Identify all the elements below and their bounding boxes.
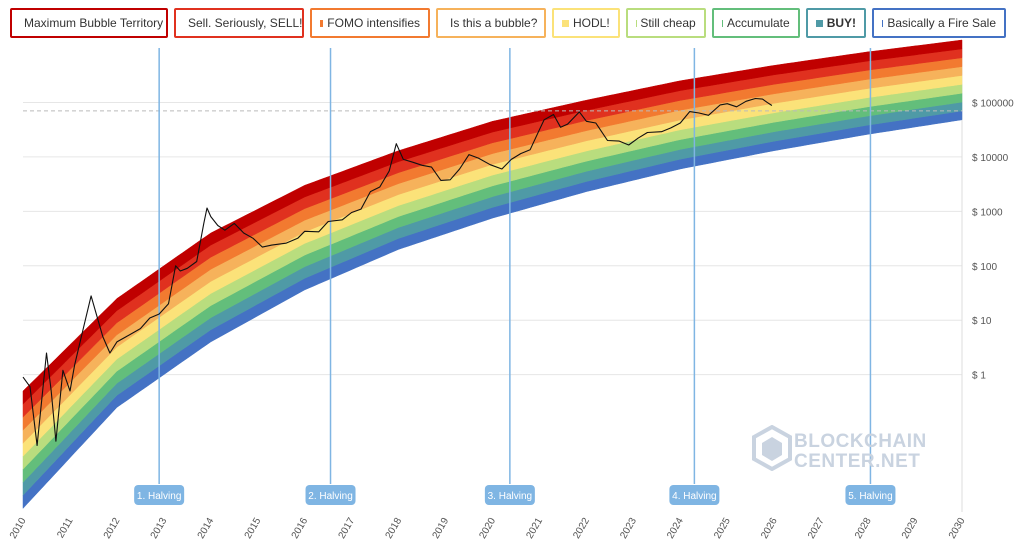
legend-label: HODL! [573, 16, 610, 30]
blockchain-center-logo-icon [752, 424, 792, 472]
watermark-line2: CENTER.NET [794, 451, 921, 472]
x-tick-label: 2011 [55, 516, 75, 541]
halving-label: 2. Halving [308, 491, 352, 502]
legend-label: Maximum Bubble Territory [24, 16, 164, 30]
legend-label: Is this a bubble? [450, 16, 538, 30]
legend-label: Accumulate [726, 16, 790, 30]
legend-item[interactable]: HODL! [552, 8, 620, 38]
x-tick-label: 2026 [759, 516, 780, 541]
legend-item[interactable]: Sell. Seriously, SELL! [174, 8, 304, 38]
legend-item[interactable]: Is this a bubble? [436, 8, 546, 38]
x-tick-label: 2018 [384, 516, 405, 541]
legend-label: Sell. Seriously, SELL! [188, 16, 303, 30]
legend-label: FOMO intensifies [327, 16, 420, 30]
x-tick-label: 2019 [431, 516, 452, 541]
legend-item[interactable]: Maximum Bubble Territory [10, 8, 168, 38]
x-tick-label: 2027 [806, 516, 827, 541]
halving-label-box [134, 485, 185, 505]
legend-label: Still cheap [640, 16, 696, 30]
halving-label-box [305, 485, 356, 505]
halving-label: 4. Halving [672, 491, 716, 502]
y-tick-label: $ 100 [972, 262, 997, 273]
halving-label: 5. Halving [848, 491, 892, 502]
watermark: BLOCKCHAIN CENTER.NET [752, 424, 942, 475]
x-tick-label: 2030 [947, 516, 968, 541]
x-tick-label: 2020 [477, 516, 498, 541]
x-tick-label: 2021 [524, 516, 545, 541]
legend-label: BUY! [826, 16, 857, 30]
x-tick-label: 2014 [196, 516, 217, 541]
y-tick-label: $ 10000 [972, 153, 1009, 164]
y-tick-label: $ 10 [972, 316, 992, 327]
x-tick-label: 2017 [337, 516, 358, 541]
legend-swatch [815, 19, 823, 27]
legend-swatch [562, 19, 569, 27]
halving-label: 1. Halving [137, 491, 181, 502]
x-tick-label: 2024 [665, 516, 686, 541]
y-tick-label: $ 1000 [972, 207, 1003, 218]
watermark-line1: BLOCKCHAIN [794, 431, 927, 452]
legend: Maximum Bubble Territory Sell. Seriously,… [10, 8, 1007, 42]
legend-item[interactable]: BUY! [805, 8, 867, 38]
legend-label: Basically a Fire Sale [887, 16, 997, 30]
halving-label: 3. Halving [488, 491, 532, 502]
x-tick-label: 2022 [571, 516, 592, 541]
x-tick-label: 2010 [8, 516, 29, 541]
halving-label-box [845, 485, 896, 505]
legend-item[interactable]: Accumulate [711, 8, 800, 38]
y-tick-label: $ 1 [972, 371, 986, 382]
legend-item[interactable]: FOMO intensifies [310, 8, 430, 38]
legend-item[interactable]: Basically a Fire Sale [872, 8, 1007, 38]
halving-label-box [484, 485, 535, 505]
price-line [22, 97, 773, 447]
x-tick-label: 2025 [712, 516, 733, 541]
x-tick-label: 2012 [102, 516, 123, 541]
legend-item[interactable]: Still cheap [625, 8, 706, 38]
legend-swatch [320, 19, 324, 27]
x-tick-label: 2029 [900, 516, 921, 541]
x-tick-label: 2016 [290, 516, 311, 541]
x-tick-label: 2023 [618, 516, 639, 541]
legend-swatch [721, 19, 723, 27]
halving-label-box [669, 485, 720, 505]
legend-swatch [882, 19, 884, 27]
y-tick-label: $ 100000 [972, 98, 1014, 109]
x-tick-label: 2015 [243, 516, 264, 541]
legend-swatch [635, 19, 637, 27]
x-tick-label: 2013 [149, 516, 170, 541]
x-tick-label: 2028 [853, 516, 874, 541]
rainbow-band [22, 39, 963, 405]
